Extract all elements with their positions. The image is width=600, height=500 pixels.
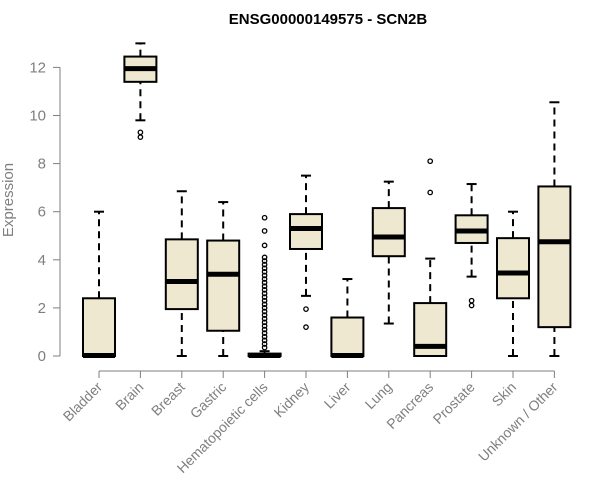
box-iqr [289, 213, 323, 250]
outlier-point [427, 158, 434, 165]
y-tick-label: 10 [29, 108, 46, 125]
y-tick-label: 12 [29, 59, 46, 76]
x-tick-label: Skin [489, 379, 520, 410]
box-group [454, 183, 489, 309]
y-tick-label: 6 [38, 204, 46, 221]
outlier-point [261, 228, 268, 234]
x-tick-label: Breast [148, 379, 188, 419]
box-iqr [164, 238, 199, 311]
box-iqr [537, 185, 572, 329]
outlier-point [303, 324, 309, 330]
outlier-point [137, 129, 144, 136]
outlier-point [261, 268, 268, 275]
x-tick-label: Unknown / Other [475, 379, 561, 465]
outlier-point [261, 333, 268, 340]
outlier-point [261, 261, 268, 268]
outlier-point [261, 287, 268, 293]
outlier-point [261, 272, 268, 279]
outlier-point [303, 306, 309, 312]
outlier-point [261, 297, 268, 304]
y-tick-label: 8 [38, 156, 46, 173]
outlier-point [261, 242, 268, 249]
box-group [123, 42, 158, 140]
outlier-point [261, 305, 268, 311]
box-group [247, 214, 282, 359]
box-iqr [206, 239, 241, 332]
box-group [289, 174, 323, 330]
outlier-point [261, 323, 268, 329]
outlier-point [261, 330, 268, 337]
outlier-point [261, 344, 268, 351]
outlier-point [427, 189, 434, 196]
box-group [206, 201, 241, 357]
x-tick-label: Liver [321, 379, 354, 412]
box-group [413, 158, 448, 357]
outlier-point [261, 308, 268, 315]
y-tick-label: 4 [38, 252, 46, 269]
box-group [496, 210, 530, 357]
outlier-point [261, 312, 268, 318]
x-tick-label: Lung [362, 379, 395, 412]
outlier-point [261, 265, 268, 272]
box-iqr [496, 237, 530, 300]
boxes-layer [82, 42, 572, 359]
outlier-point [468, 302, 475, 309]
box-group [371, 180, 406, 325]
x-tick-label: Prostate [430, 379, 478, 427]
outlier-point [261, 283, 268, 290]
box-iqr [330, 316, 365, 357]
box-group [537, 101, 572, 357]
outlier-point [261, 290, 268, 297]
outlier-point [261, 301, 268, 308]
x-tick-label: Kidney [271, 379, 313, 421]
outlier-point [261, 276, 268, 282]
box-iqr [82, 297, 116, 357]
outlier-point [261, 337, 268, 344]
outlier-point [261, 341, 268, 347]
y-tick-label: 2 [38, 300, 46, 317]
outlier-point [468, 297, 475, 304]
outlier-point [261, 294, 268, 300]
outlier-point [261, 326, 268, 333]
outlier-point [261, 279, 268, 286]
box-iqr [371, 207, 406, 258]
y-axis-label: Expression [0, 163, 17, 237]
outlier-point [261, 254, 268, 261]
x-tick-label: Brain [112, 379, 146, 413]
outlier-point [261, 315, 268, 322]
outlier-point [137, 134, 144, 140]
outlier-point [261, 214, 268, 221]
box-group [330, 278, 365, 359]
outlier-point [261, 319, 268, 326]
y-tick-label: 0 [38, 348, 46, 365]
box-group [82, 210, 116, 359]
y-axis: 0 2 4 6 8 10 12 [29, 59, 61, 365]
chart-title: ENSG00000149575 - SCN2B [229, 11, 428, 28]
x-tick-label: Bladder [60, 379, 106, 425]
outlier-point [261, 258, 268, 264]
box-group [164, 190, 199, 357]
